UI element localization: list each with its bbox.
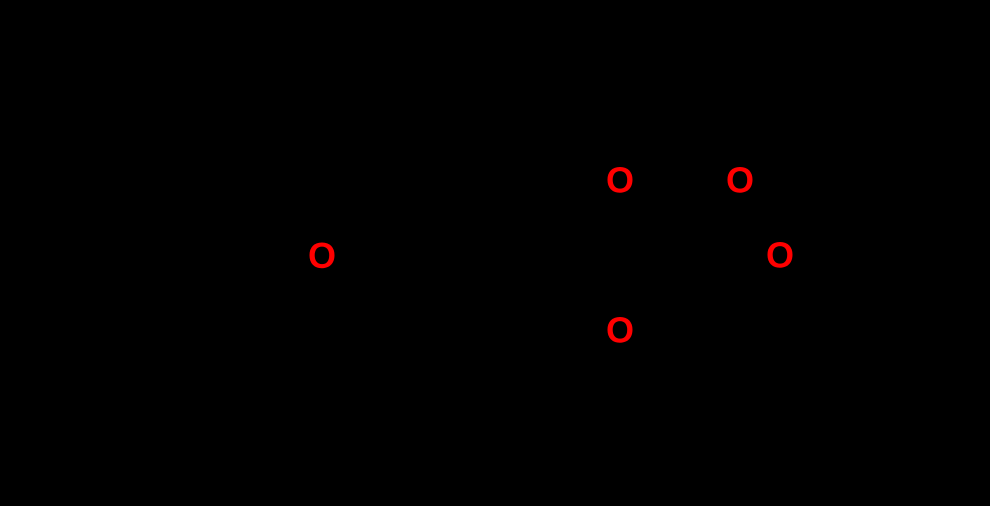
- svg-text:O: O: [766, 235, 794, 276]
- svg-text:Zr: Zr: [662, 235, 698, 276]
- svg-text:OH: OH: [308, 235, 362, 276]
- molecule-diagram: OHOOZrOO: [0, 0, 990, 506]
- svg-text:O: O: [606, 310, 634, 351]
- svg-text:O: O: [606, 160, 634, 201]
- svg-text:O: O: [726, 160, 754, 201]
